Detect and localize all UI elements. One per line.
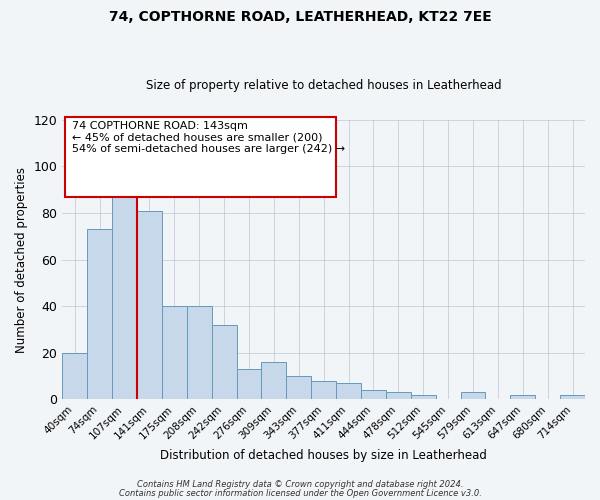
Title: Size of property relative to detached houses in Leatherhead: Size of property relative to detached ho…: [146, 79, 502, 92]
Bar: [162, 306, 187, 400]
Bar: [386, 392, 411, 400]
FancyBboxPatch shape: [65, 117, 336, 196]
Text: 54% of semi-detached houses are larger (242) →: 54% of semi-detached houses are larger (…: [72, 144, 346, 154]
Bar: [461, 392, 485, 400]
Bar: [262, 362, 286, 400]
Y-axis label: Number of detached properties: Number of detached properties: [15, 166, 28, 352]
Bar: [87, 229, 112, 400]
Text: ← 45% of detached houses are smaller (200): ← 45% of detached houses are smaller (20…: [72, 132, 323, 142]
Bar: [311, 381, 336, 400]
Bar: [112, 164, 137, 400]
X-axis label: Distribution of detached houses by size in Leatherhead: Distribution of detached houses by size …: [160, 450, 487, 462]
Bar: [361, 390, 386, 400]
Text: 74 COPTHORNE ROAD: 143sqm: 74 COPTHORNE ROAD: 143sqm: [72, 120, 248, 130]
Bar: [286, 376, 311, 400]
Bar: [236, 369, 262, 400]
Bar: [511, 395, 535, 400]
Bar: [336, 383, 361, 400]
Text: 74, COPTHORNE ROAD, LEATHERHEAD, KT22 7EE: 74, COPTHORNE ROAD, LEATHERHEAD, KT22 7E…: [109, 10, 491, 24]
Text: Contains public sector information licensed under the Open Government Licence v3: Contains public sector information licen…: [119, 490, 481, 498]
Bar: [560, 395, 585, 400]
Text: Contains HM Land Registry data © Crown copyright and database right 2024.: Contains HM Land Registry data © Crown c…: [137, 480, 463, 489]
Bar: [411, 395, 436, 400]
Bar: [212, 325, 236, 400]
Bar: [187, 306, 212, 400]
Bar: [62, 353, 87, 400]
Bar: [137, 210, 162, 400]
